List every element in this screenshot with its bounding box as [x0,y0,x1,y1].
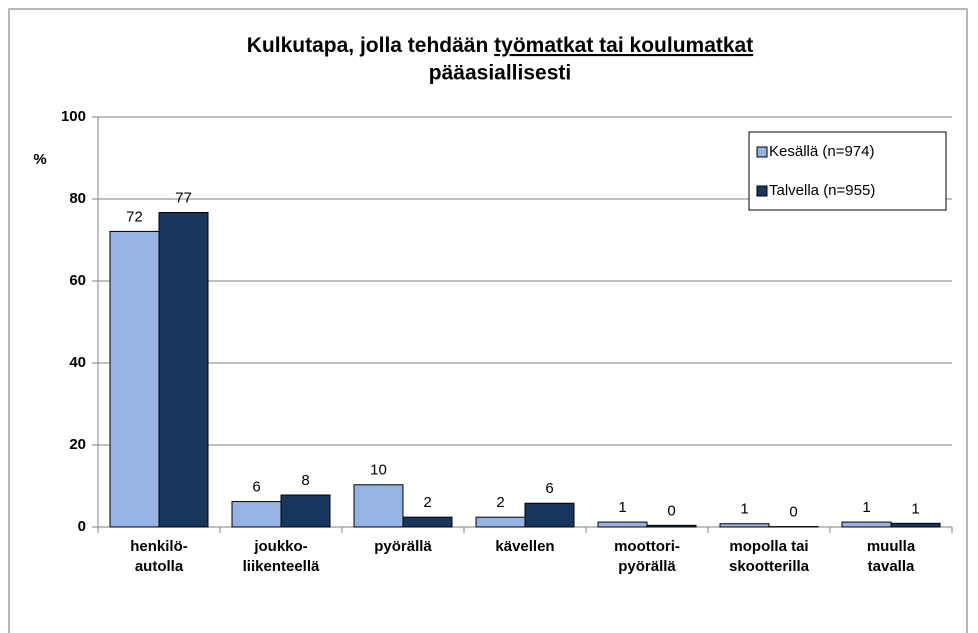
data-label: 1 [618,499,626,516]
bar [841,521,892,528]
bar [109,230,160,528]
data-label: 1 [740,501,748,518]
x-tick-label: moottori-pyörällä [614,538,680,575]
x-tick-label: pyörällä [374,538,432,555]
x-tick-label: kävellen [495,538,554,555]
y-tick-label: 80 [69,190,86,207]
data-label: 2 [496,494,504,511]
y-tick-label: 40 [69,354,86,371]
bar [719,523,770,528]
data-label: 6 [545,480,553,497]
y-tick-label: 60 [69,272,86,289]
data-label: 1 [911,500,919,517]
legend-swatch [756,185,768,197]
x-tick-label: henkilö-autolla [130,538,188,575]
legend-label: Kesällä (n=974) [769,143,874,160]
data-label: 0 [789,504,797,521]
legend-label: Talvella (n=955) [769,182,875,199]
data-label: 6 [252,479,260,496]
chart-title-line: pääasiallisesti [429,62,571,85]
x-tick-label: joukko-liikenteellä [243,538,320,575]
bar [475,516,526,528]
chart-title: Kulkutapa, jolla tehdään työmatkat tai k… [247,34,753,57]
bar [646,524,697,528]
bar [402,516,453,528]
data-label: 10 [370,462,387,479]
title-underlined: työmatkat tai koulumatkat [494,34,753,57]
title-part: Kulkutapa, jolla tehdään [247,34,489,57]
x-tick-label: mopolla tai skootterilla [729,538,810,575]
data-label: 72 [126,208,143,225]
bar [280,494,331,528]
chart-frame [8,8,968,633]
bar [890,522,941,528]
legend-swatch [756,146,768,158]
data-label: 1 [862,499,870,516]
bar [353,484,404,528]
data-label: 0 [667,502,675,519]
y-tick-label: 20 [69,436,86,453]
data-label: 2 [423,494,431,511]
bar [597,521,648,528]
legend-box [748,131,947,211]
data-label: 8 [301,472,309,489]
y-tick-label: 100 [61,108,86,125]
y-axis-label: % [33,151,46,168]
bar [231,501,282,528]
bar [524,502,575,528]
x-tick-label: muulla tavalla [867,538,916,575]
data-label: 77 [175,189,192,206]
bar [158,212,209,528]
y-tick-label: 0 [78,518,86,535]
